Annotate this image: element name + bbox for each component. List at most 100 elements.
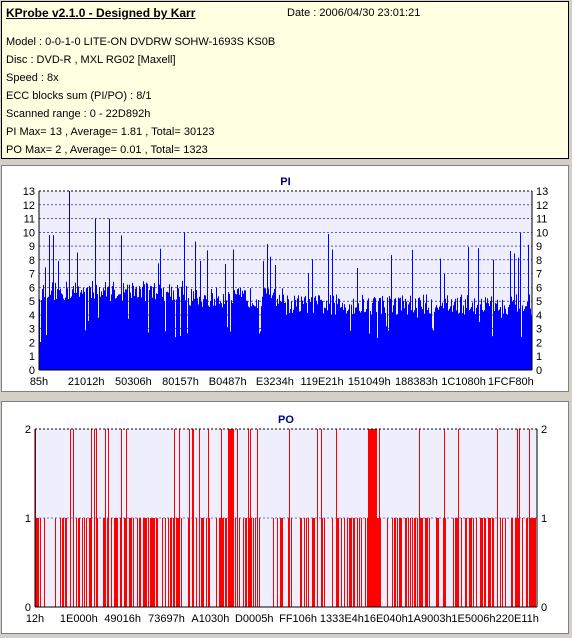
bar xyxy=(477,304,478,370)
bar xyxy=(488,303,489,370)
bar xyxy=(69,191,70,370)
x-tick-label: D0005h xyxy=(235,613,274,625)
bar xyxy=(89,285,90,370)
bar xyxy=(362,294,363,370)
bar xyxy=(196,518,197,607)
bar xyxy=(330,295,331,370)
bar xyxy=(264,288,265,370)
bar xyxy=(157,294,158,370)
bar xyxy=(225,518,226,607)
bar xyxy=(182,280,183,370)
bar xyxy=(125,289,126,370)
bar xyxy=(63,518,64,607)
bar xyxy=(335,314,336,370)
bar xyxy=(196,290,197,370)
bar xyxy=(485,518,486,607)
bar xyxy=(338,518,339,607)
bar xyxy=(176,299,177,370)
bar xyxy=(141,297,142,370)
bar xyxy=(128,318,129,370)
bar xyxy=(466,307,467,370)
bar xyxy=(192,301,193,370)
bar xyxy=(328,234,329,370)
bar xyxy=(456,310,457,370)
bar xyxy=(325,308,326,370)
bar xyxy=(499,309,500,370)
bar xyxy=(332,249,333,370)
bar xyxy=(445,518,446,607)
bar xyxy=(368,429,369,607)
bar xyxy=(503,313,504,370)
bar xyxy=(422,518,423,607)
bar xyxy=(100,296,101,370)
bar xyxy=(48,296,49,370)
bar xyxy=(308,273,309,370)
ecc-line: ECC blocks sum (PI/PO) : 8/1 xyxy=(6,90,152,102)
bar xyxy=(268,288,269,370)
bar xyxy=(272,295,273,370)
bar xyxy=(331,314,332,370)
bar xyxy=(107,287,108,370)
bar xyxy=(169,284,170,370)
bar xyxy=(445,298,446,370)
bar xyxy=(89,518,90,607)
bar xyxy=(239,294,240,370)
bar xyxy=(479,321,480,370)
bar xyxy=(41,300,42,370)
bar xyxy=(237,429,238,607)
bar xyxy=(527,301,528,370)
bar xyxy=(81,289,82,370)
bar xyxy=(485,297,486,370)
x-tick-label: 188383h xyxy=(395,376,438,388)
y-tick-label-right: 9 xyxy=(536,241,542,253)
chart-title: PI xyxy=(280,176,290,188)
bar xyxy=(372,429,373,607)
bar xyxy=(224,303,225,370)
bar xyxy=(105,429,106,607)
bar xyxy=(92,280,93,370)
bar xyxy=(344,304,345,370)
bar xyxy=(86,518,87,607)
bar xyxy=(291,518,292,607)
bar xyxy=(251,306,252,370)
bar xyxy=(148,518,149,607)
bar xyxy=(180,336,181,370)
bar xyxy=(522,305,523,370)
bar xyxy=(124,292,125,370)
bar xyxy=(176,518,177,607)
bar xyxy=(230,331,231,370)
model-line: Model : 0-0-1-0 LITE-ON DVDRW SOHW-1693S… xyxy=(6,36,276,48)
x-tick-label: 1333E4h xyxy=(320,613,364,625)
x-tick-label: 21012h xyxy=(68,376,105,388)
bar xyxy=(203,299,204,370)
bar xyxy=(111,294,112,370)
bar xyxy=(209,306,210,370)
y-tick-label-left: 11 xyxy=(24,214,35,226)
bar xyxy=(534,518,535,607)
bar xyxy=(412,518,413,607)
bar xyxy=(455,298,456,370)
bar xyxy=(233,429,234,607)
x-tick-label: 119E21h xyxy=(300,376,343,388)
bar xyxy=(387,297,388,370)
x-tick-label: 1A9003h xyxy=(408,613,452,625)
bar xyxy=(482,310,483,370)
bar xyxy=(249,518,250,607)
bar xyxy=(256,299,257,370)
bar xyxy=(154,283,155,370)
bar xyxy=(207,250,208,370)
bar xyxy=(393,305,394,370)
bar xyxy=(258,299,259,370)
bar xyxy=(368,298,369,370)
bar xyxy=(132,282,133,370)
bar xyxy=(329,303,330,370)
bar xyxy=(349,304,350,370)
bar xyxy=(531,518,532,607)
bar xyxy=(111,518,112,607)
bar xyxy=(321,429,322,607)
bar xyxy=(221,303,222,370)
bar xyxy=(366,309,367,370)
bar xyxy=(54,300,55,370)
bar xyxy=(462,313,463,370)
bar xyxy=(217,298,218,370)
